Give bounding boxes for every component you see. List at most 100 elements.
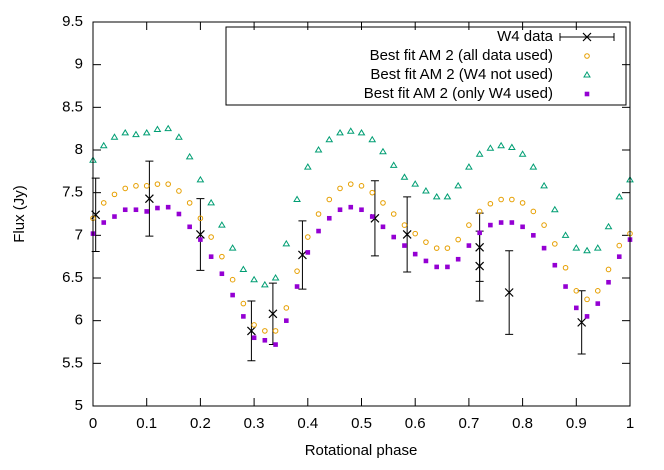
legend-label: Best fit AM 2 (W4 not used) xyxy=(370,66,553,83)
x-tick-label: 0.4 xyxy=(297,415,318,432)
x-tick-label: 0.2 xyxy=(190,415,211,432)
data-point xyxy=(347,181,354,187)
data-point xyxy=(337,207,343,213)
data-point xyxy=(412,251,418,257)
data-point xyxy=(111,191,118,198)
data-point xyxy=(369,214,375,219)
x-axis-label: Rotational phase xyxy=(305,442,418,459)
data-point xyxy=(197,215,204,222)
data-point xyxy=(432,192,441,200)
data-point xyxy=(476,208,483,215)
data-point xyxy=(240,300,247,307)
data-point xyxy=(411,180,420,187)
x-tick-label: 0.3 xyxy=(244,415,265,432)
data-point xyxy=(348,204,354,210)
y-tick-label: 9 xyxy=(75,56,83,73)
data-point xyxy=(101,220,107,225)
data-point xyxy=(488,222,493,228)
data-point xyxy=(239,265,248,272)
data-point xyxy=(325,135,334,143)
data-point xyxy=(217,221,226,228)
data-point xyxy=(504,288,514,297)
data-point xyxy=(99,141,108,149)
data-point xyxy=(498,220,504,225)
y-tick-label: 7 xyxy=(75,226,83,243)
data-point xyxy=(412,230,419,237)
data-point xyxy=(195,230,205,239)
data-point xyxy=(122,185,129,192)
data-point xyxy=(305,234,311,240)
y-tick-label: 6.5 xyxy=(62,269,83,286)
data-point xyxy=(606,279,611,285)
data-point xyxy=(605,266,612,273)
data-point xyxy=(380,200,386,206)
data-point xyxy=(142,128,151,136)
legend-label: W4 data xyxy=(497,28,554,45)
data-point xyxy=(401,222,408,228)
data-point xyxy=(465,163,473,170)
data-point xyxy=(475,150,484,157)
data-point xyxy=(552,241,558,247)
data-point xyxy=(423,239,429,245)
y-axis-label: Flux (Jy) xyxy=(11,185,28,243)
data-point xyxy=(577,317,587,327)
data-point xyxy=(186,200,193,206)
data-point xyxy=(326,215,332,221)
data-point xyxy=(497,141,506,149)
legend-box xyxy=(225,26,627,106)
x-tick-label: 0.7 xyxy=(458,415,479,432)
y-tick-label: 6 xyxy=(75,312,83,329)
data-point xyxy=(112,214,117,219)
data-point xyxy=(552,262,558,268)
data-point xyxy=(246,326,256,336)
data-point xyxy=(187,224,192,230)
y-tick-label: 5.5 xyxy=(62,354,83,371)
legend-swatch xyxy=(584,53,590,59)
data-point xyxy=(531,233,536,238)
data-point xyxy=(303,163,312,170)
data-point xyxy=(284,318,289,323)
data-point xyxy=(574,305,579,311)
data-point xyxy=(250,275,258,283)
data-point xyxy=(229,276,236,283)
data-point xyxy=(198,237,203,242)
data-point xyxy=(122,207,128,213)
data-point xyxy=(584,314,590,319)
data-point xyxy=(530,208,537,215)
data-point xyxy=(294,268,300,274)
x-tick-label: 0.6 xyxy=(405,415,426,432)
data-point xyxy=(389,161,398,168)
data-point xyxy=(529,163,538,170)
data-point xyxy=(207,198,216,206)
data-point xyxy=(121,128,130,136)
data-point xyxy=(443,192,452,200)
data-point xyxy=(337,185,343,192)
data-point xyxy=(604,222,613,230)
data-point xyxy=(228,244,237,251)
data-point xyxy=(153,125,162,133)
data-point xyxy=(422,186,430,194)
data-point xyxy=(520,224,525,230)
data-point xyxy=(251,322,257,328)
data-point xyxy=(326,196,333,203)
data-point xyxy=(175,133,183,140)
data-point xyxy=(455,236,461,243)
data-point xyxy=(561,231,570,238)
data-point xyxy=(594,288,601,294)
data-point xyxy=(487,200,494,207)
data-point xyxy=(475,261,485,271)
data-point xyxy=(615,192,624,200)
legend-swatch xyxy=(583,71,591,78)
data-point xyxy=(155,205,160,211)
data-point xyxy=(455,256,461,262)
y-tick-label: 5 xyxy=(75,397,83,414)
data-point xyxy=(219,271,225,277)
data-point xyxy=(268,309,278,319)
data-point xyxy=(369,189,376,196)
data-point xyxy=(314,146,323,153)
data-point xyxy=(165,181,171,187)
data-point xyxy=(616,242,623,249)
data-point xyxy=(208,254,214,259)
data-point xyxy=(316,228,321,234)
legend-swatch xyxy=(582,32,592,42)
